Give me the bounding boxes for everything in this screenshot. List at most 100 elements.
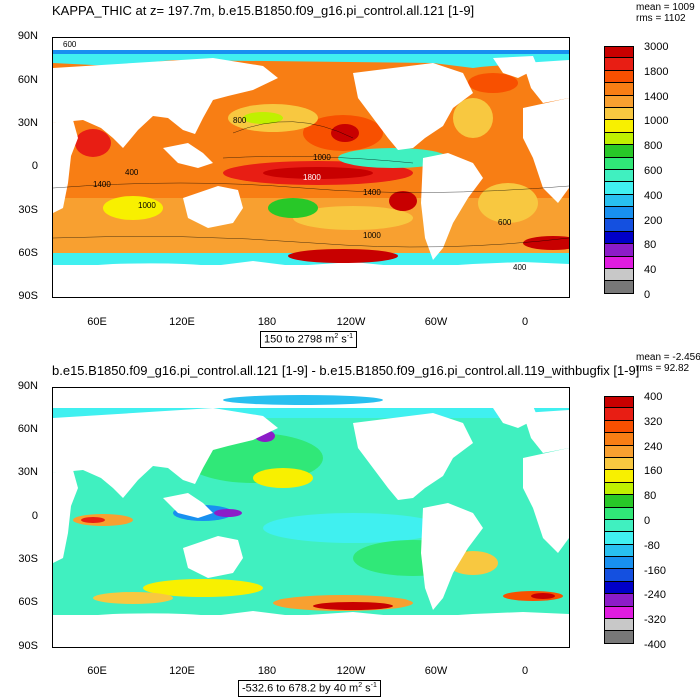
panel2-range-tail-exp: -1 xyxy=(370,682,377,689)
contour-label: 1400 xyxy=(93,180,111,189)
panel1-map: 600 800 1000 1800 400 1400 1000 1400 100… xyxy=(52,37,570,298)
contour-label: 1000 xyxy=(313,153,331,162)
colorbar-swatch xyxy=(604,495,634,508)
contour-label: 600 xyxy=(498,218,512,227)
colorbar-swatch xyxy=(604,157,634,170)
contour-label: 600 xyxy=(63,40,77,49)
colorbar-swatch xyxy=(604,281,634,294)
panel2-range-exp: 2 xyxy=(358,682,363,689)
colorbar-swatch xyxy=(604,269,634,282)
panel2-colorbar xyxy=(604,396,634,644)
contour-label: 1000 xyxy=(138,201,156,210)
panel2-range-text: -532.6 to 678.2 by 40 m xyxy=(242,682,359,695)
panel2-map xyxy=(52,387,570,648)
colorbar-swatch xyxy=(604,631,634,644)
colorbar-swatch xyxy=(604,169,634,183)
panel2-title: b.e15.B1850.f09_g16.pi_control.all.121 [… xyxy=(52,363,640,378)
lat-label: 30N xyxy=(17,117,38,129)
lon-label: 180 xyxy=(257,665,277,677)
panel1-colorbar xyxy=(604,46,634,294)
panel1-range-tail-exp: -1 xyxy=(346,333,354,340)
lat-label: 30S xyxy=(18,553,38,565)
colorbar-label: 80 xyxy=(644,490,657,503)
colorbar-swatch xyxy=(604,107,634,121)
colorbar-swatch xyxy=(604,619,634,632)
colorbar-label: 3000 xyxy=(644,41,669,53)
colorbar-swatch xyxy=(604,594,634,607)
lat-label: 90S xyxy=(18,290,38,302)
colorbar-label: -160 xyxy=(644,564,667,577)
panel2-range-tail: s xyxy=(362,682,371,695)
colorbar-label: -80 xyxy=(644,539,660,552)
lat-label: 90N xyxy=(17,30,38,42)
colorbar-swatch xyxy=(604,132,634,146)
colorbar-label: 1000 xyxy=(644,115,669,128)
panel2-mean: mean = -2.456 xyxy=(636,352,700,363)
lon-label: 0 xyxy=(521,665,529,677)
colorbar-swatch xyxy=(604,507,634,520)
panel1-range-tail: s xyxy=(338,333,347,346)
panel1-range-exp: 2 xyxy=(334,333,339,340)
panel1-title: KAPPA_THIC at z= 197.7m, b.e15.B1850.f09… xyxy=(52,3,475,18)
colorbar-label: -240 xyxy=(644,589,667,602)
colorbar-swatch xyxy=(604,58,634,71)
colorbar-label: -400 xyxy=(644,639,667,651)
lat-label: 60N xyxy=(17,423,38,435)
contour-label: 1400 xyxy=(363,188,381,197)
colorbar-label: 1400 xyxy=(644,90,669,103)
colorbar-swatch xyxy=(604,231,634,245)
colorbar-swatch xyxy=(604,557,634,570)
colorbar-label: 200 xyxy=(644,214,663,227)
lat-label: 0 xyxy=(31,510,38,522)
lon-label: 60E xyxy=(87,316,107,328)
contour-label: 400 xyxy=(125,168,139,177)
colorbar-swatch xyxy=(604,544,634,558)
panel2-rms: rms = 92.82 xyxy=(636,363,690,374)
colorbar-swatch xyxy=(604,396,634,409)
contour-label: 400 xyxy=(513,263,527,272)
colorbar-label: 400 xyxy=(644,189,663,202)
panel1-stats: mean = 1009 rms = 1102 xyxy=(636,2,695,24)
lat-label: 0 xyxy=(31,160,38,172)
lat-label: 30N xyxy=(17,466,38,478)
colorbar-swatch xyxy=(604,256,634,270)
colorbar-label: 320 xyxy=(644,415,663,428)
colorbar-swatch xyxy=(604,420,634,434)
colorbar-label: 0 xyxy=(644,515,651,527)
colorbar-swatch xyxy=(604,482,634,496)
colorbar-swatch xyxy=(604,244,634,257)
colorbar-swatch xyxy=(604,95,634,108)
lon-label: 120W xyxy=(336,316,366,328)
colorbar-label: 400 xyxy=(644,391,663,403)
panel2-range-box: -532.6 to 678.2 by 40 m2 s-1 xyxy=(238,680,381,697)
panel2-stats: mean = -2.456 rms = 92.82 xyxy=(636,352,700,374)
contour-label: 800 xyxy=(233,116,247,125)
lon-label: 0 xyxy=(521,316,529,328)
colorbar-swatch xyxy=(604,445,634,458)
colorbar-swatch xyxy=(604,145,634,158)
colorbar-swatch xyxy=(604,532,634,545)
lat-label: 60S xyxy=(18,596,38,608)
colorbar-label: 0 xyxy=(644,289,651,301)
contour-label: 1000 xyxy=(363,231,381,240)
lat-label: 30S xyxy=(18,204,38,216)
panel1-mean: mean = 1009 xyxy=(636,2,695,13)
colorbar-swatch xyxy=(604,519,634,533)
colorbar-label: -320 xyxy=(644,614,667,627)
lon-label: 120E xyxy=(169,316,195,328)
colorbar-label: 800 xyxy=(644,140,663,153)
colorbar-label: 600 xyxy=(644,165,663,177)
lon-label: 120E xyxy=(169,665,195,677)
colorbar-swatch xyxy=(604,470,634,483)
panel1-rms: rms = 1102 xyxy=(636,13,686,24)
colorbar-label: 160 xyxy=(644,465,663,478)
colorbar-swatch xyxy=(604,83,634,96)
colorbar-swatch xyxy=(604,569,634,582)
lat-label: 60N xyxy=(17,74,38,86)
colorbar-swatch xyxy=(604,207,634,220)
colorbar-label: 240 xyxy=(644,440,663,453)
lon-label: 60W xyxy=(424,665,448,677)
colorbar-swatch xyxy=(604,457,634,471)
panel1-range-box: 150 to 2798 m2 s-1 xyxy=(260,331,358,348)
colorbar-label: 40 xyxy=(644,264,657,277)
